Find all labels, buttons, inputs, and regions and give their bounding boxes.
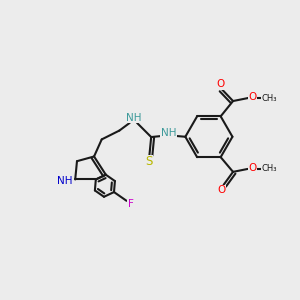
Text: F: F [128,199,134,209]
Text: O: O [217,185,225,195]
Text: O: O [249,92,257,102]
Text: O: O [216,79,224,89]
Text: O: O [249,163,257,173]
Text: NH: NH [57,176,72,186]
Text: CH₃: CH₃ [262,94,277,103]
Text: S: S [145,155,152,168]
Text: CH₃: CH₃ [262,164,277,173]
Text: NH: NH [126,112,141,123]
Text: NH: NH [160,128,176,138]
